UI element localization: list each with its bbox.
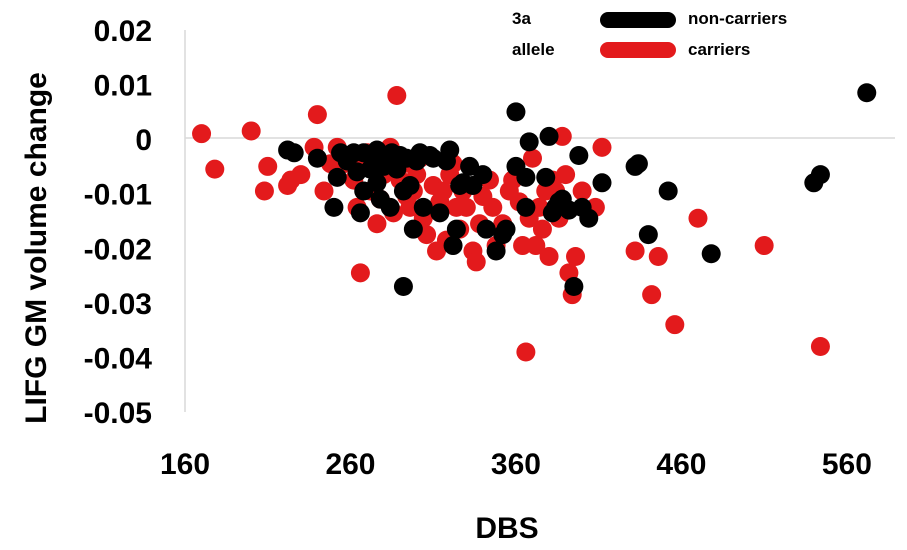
data-point-non-carriers [658,181,678,201]
data-point-carriers [400,197,420,217]
data-point-non-carriers [628,154,648,174]
data-point-non-carriers [496,219,516,239]
data-point-non-carriers [519,132,539,152]
legend-title-line-2: allele [512,40,555,59]
data-point-non-carriers [430,203,450,223]
data-point-non-carriers [516,197,536,217]
data-point-non-carriers [403,219,423,239]
data-point-carriers [433,181,453,201]
data-point-carriers [642,285,662,305]
data-point-carriers [572,181,592,201]
legend-swatch-non-carriers [600,12,676,28]
y-tick-label: 0.01 [94,70,152,103]
data-point-non-carriers [324,197,344,217]
y-tick-label: 0.02 [94,15,152,48]
data-points [192,83,877,362]
x-tick-labels: 160 260 360 460 560 [160,448,872,481]
data-point-carriers [526,236,546,256]
x-tick-label: 260 [325,448,375,481]
data-point-carriers [192,124,212,144]
data-point-non-carriers [350,203,370,223]
x-tick-label: 460 [656,448,706,481]
y-tick-label: -0.04 [84,342,153,375]
data-point-non-carriers [413,197,433,217]
y-tick-label: -0.02 [84,233,152,266]
data-point-non-carriers [446,219,466,239]
x-axis-title: DBS [475,512,538,545]
data-point-non-carriers [486,241,506,261]
data-point-carriers [648,246,668,266]
x-tick-label: 360 [491,448,541,481]
data-point-non-carriers [367,140,387,160]
data-point-non-carriers [393,276,413,296]
data-point-non-carriers [810,165,830,185]
y-tick-label: -0.05 [84,397,152,430]
data-point-carriers [810,337,830,357]
y-axis-title: LIFG GM volume change [20,72,53,424]
data-point-carriers [205,159,225,179]
data-point-non-carriers [367,173,387,193]
data-point-carriers [523,148,542,168]
data-point-carriers [466,252,486,272]
data-point-carriers [241,121,261,141]
data-point-carriers [566,246,586,266]
data-point-non-carriers [284,143,304,163]
data-point-carriers [513,236,533,256]
data-point-non-carriers [569,146,589,166]
data-point-non-carriers [564,276,584,296]
legend-label-non-carriers: non-carriers [688,9,787,28]
legend-label-carriers: carriers [688,40,750,59]
y-tick-label: -0.01 [84,179,152,212]
data-point-carriers [254,181,274,201]
data-point-non-carriers [307,148,327,168]
legend-swatch-carriers [600,42,676,58]
x-tick-label: 560 [822,448,872,481]
legend-title-line-1: 3a [512,9,531,28]
data-point-non-carriers [380,197,400,217]
data-point-non-carriers [701,244,721,264]
data-point-non-carriers [638,225,658,245]
data-point-non-carriers [440,140,460,160]
data-point-non-carriers [536,167,556,187]
data-point-non-carriers [539,126,559,146]
data-point-carriers [688,208,708,228]
data-point-non-carriers [592,173,612,193]
data-point-non-carriers [327,167,347,187]
data-point-non-carriers [476,219,496,239]
y-tick-labels: 0.02 0.01 0 -0.01 -0.02 -0.03 -0.04 -0.05 [84,15,153,430]
x-tick-label: 160 [160,448,210,481]
data-point-non-carriers [443,236,463,256]
y-tick-label: -0.03 [84,288,152,321]
y-tick-label: 0 [135,124,152,157]
data-point-non-carriers [506,102,526,122]
data-point-carriers [516,342,536,362]
data-point-non-carriers [857,83,877,103]
data-point-non-carriers [516,167,536,187]
data-point-carriers [556,165,576,185]
data-point-carriers [350,263,370,283]
data-point-non-carriers [473,165,493,185]
data-point-carriers [552,126,572,146]
data-point-carriers [387,85,407,105]
data-point-non-carriers [400,176,420,196]
data-point-carriers [592,137,612,157]
data-point-carriers [307,105,327,125]
data-point-carriers [532,219,552,239]
data-point-carriers [367,214,387,234]
data-point-carriers [625,241,645,261]
data-point-carriers [291,165,311,185]
legend: 3a allele non-carriers carriers [512,9,787,59]
data-point-carriers [539,246,559,266]
data-point-carriers [258,156,278,176]
data-point-non-carriers [579,208,599,228]
data-point-carriers [483,197,503,217]
data-point-carriers [665,315,685,335]
data-point-carriers [314,181,334,201]
data-point-carriers [456,197,476,217]
data-point-carriers [754,236,774,256]
